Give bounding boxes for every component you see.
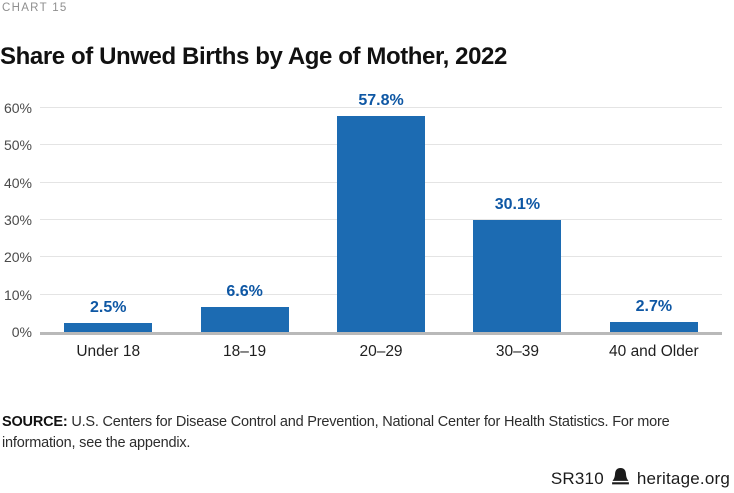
y-tick-label: 0% [11, 324, 32, 340]
x-axis-labels: Under 18 18–19 20–29 30–39 40 and Older [40, 343, 722, 361]
bar [200, 307, 289, 332]
bars-row: 2.5% 6.6% 57.8% 30.1% 2.7% [40, 92, 722, 332]
site-url: heritage.org [636, 469, 730, 488]
bar-value-label: 6.6% [226, 283, 263, 301]
y-tick-label: 20% [3, 249, 32, 266]
chart-title: Share of Unwed Births by Age of Mother, … [0, 43, 507, 71]
bar-column: 2.7% [586, 108, 722, 332]
bar [473, 219, 562, 332]
bar [64, 322, 153, 332]
x-axis-category-label: Under 18 [76, 343, 141, 360]
y-tick-label: 50% [3, 137, 32, 154]
x-axis-category-label: 20–29 [359, 343, 403, 360]
bar-column: 2.5% [40, 108, 176, 332]
y-tick-label: 10% [3, 286, 32, 303]
bar-column: 57.8% [313, 92, 449, 332]
bar-column: 30.1% [449, 108, 585, 332]
bar-value-label: 30.1% [494, 195, 541, 213]
x-axis-category-label: 40 and Older [609, 343, 699, 360]
chart-number-label: CHART 15 [2, 2, 68, 14]
gridline [40, 107, 722, 108]
footer: SR310 heritage.org [551, 468, 730, 490]
bar [337, 116, 426, 332]
bar [609, 321, 698, 332]
source-text-line1: U.S. Centers for Disease Control and Pre… [71, 413, 670, 430]
source-text-line2: information, see the appendix. [2, 434, 191, 451]
report-id: SR310 [550, 469, 604, 488]
bar-value-label: 2.5% [89, 298, 127, 316]
bar-column: 6.6% [176, 108, 312, 332]
source-note: SOURCE: U.S. Centers for Disease Control… [2, 412, 670, 454]
bar-value-label: 2.7% [635, 297, 673, 315]
x-axis-baseline [40, 332, 722, 335]
x-axis-category-label: 18–19 [223, 343, 267, 360]
source-label: SOURCE: [2, 413, 68, 430]
bar-value-label: 57.8% [358, 92, 404, 110]
y-tick-label: 60% [3, 100, 32, 116]
heritage-bell-icon [611, 468, 630, 490]
plot-area: 0% 10% 20% 30% 40% 50% 60% 2.5% 6.6% 57.8% 30.1% 2.… [4, 92, 722, 340]
y-tick-label: 30% [3, 212, 32, 228]
y-tick-label: 40% [3, 174, 32, 191]
x-axis-category-label: 30–39 [495, 343, 539, 360]
